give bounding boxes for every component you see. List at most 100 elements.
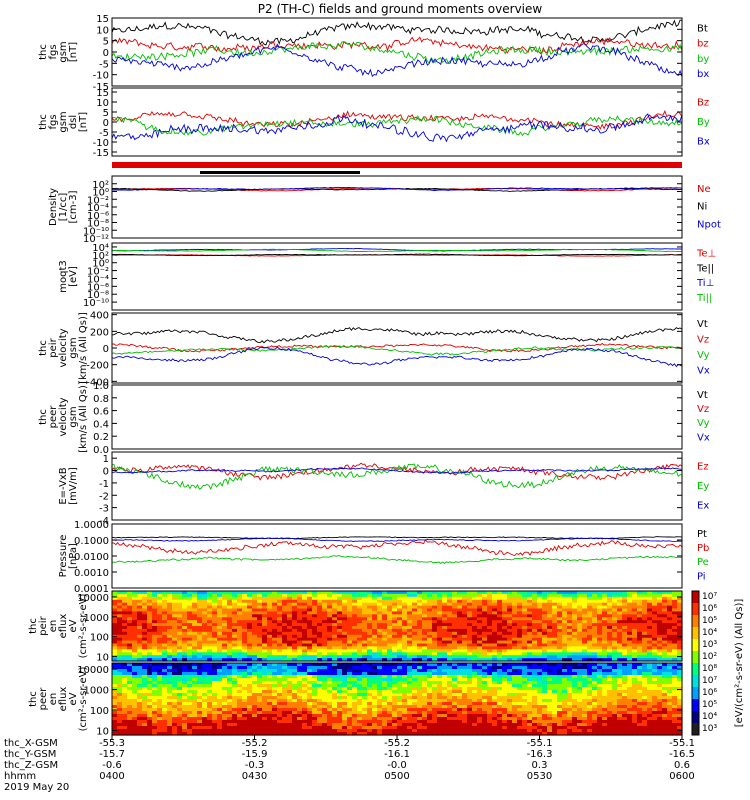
- heatmap-cell: [302, 614, 308, 618]
- heatmap-cell: [302, 705, 308, 709]
- heatmap-cell: [237, 687, 243, 691]
- heatmap-cell: [417, 729, 423, 733]
- heatmap-cell: [212, 690, 218, 694]
- heatmap-cell: [202, 602, 208, 607]
- heatmap-cell: [382, 602, 388, 607]
- heatmap-cell: [327, 640, 333, 645]
- heatmap-cell: [317, 732, 323, 736]
- heatmap-cell: [217, 646, 223, 650]
- heatmap-cell: [637, 617, 643, 621]
- heatmap-cell: [592, 605, 598, 610]
- heatmap-cell: [637, 620, 643, 624]
- y-tick-label: 0.6: [93, 407, 109, 418]
- heatmap-cell: [452, 699, 458, 703]
- heatmap-cell: [267, 602, 273, 607]
- heatmap-cell: [272, 634, 278, 639]
- heatmap-cell: [622, 617, 628, 621]
- heatmap-cell: [447, 666, 453, 670]
- heatmap-cell: [432, 726, 438, 730]
- heatmap-cell: [227, 720, 233, 724]
- heatmap-cell: [347, 711, 353, 715]
- heatmap-cell: [287, 628, 293, 633]
- heatmap-cell: [302, 720, 308, 724]
- heatmap-cell: [417, 663, 423, 667]
- heatmap-cell: [317, 681, 323, 685]
- heatmap-cell: [567, 623, 573, 627]
- heatmap-cell: [172, 631, 178, 636]
- heatmap-cell: [192, 708, 198, 712]
- heatmap-cell: [252, 663, 258, 667]
- heatmap-cell: [442, 655, 448, 659]
- heatmap-cell: [477, 720, 483, 724]
- heatmap-cell: [272, 672, 278, 676]
- heatmap-cell: [327, 599, 333, 604]
- heatmap-cell: [537, 634, 543, 639]
- heatmap-cell: [367, 652, 373, 656]
- heatmap-cell: [322, 702, 328, 706]
- heatmap-cell: [467, 634, 473, 639]
- heatmap-cell: [442, 602, 448, 607]
- heatmap-cell: [112, 687, 118, 691]
- heatmap-cell: [447, 614, 453, 618]
- heatmap-cell: [517, 726, 523, 730]
- heatmap-cell: [537, 623, 543, 627]
- heatmap-cell: [372, 732, 378, 736]
- heatmap-cell: [317, 675, 323, 679]
- heatmap-cell: [167, 702, 173, 706]
- heatmap-cell: [367, 675, 373, 679]
- heatmap-cell: [567, 658, 573, 662]
- heatmap-cell: [232, 690, 238, 694]
- heatmap-cell: [172, 643, 178, 647]
- heatmap-cell: [207, 623, 213, 627]
- heatmap-cell: [297, 717, 303, 721]
- heatmap-cell: [632, 643, 638, 647]
- heatmap-cell: [397, 628, 403, 633]
- heatmap-cell: [257, 602, 263, 607]
- heatmap-cell: [647, 637, 653, 642]
- heatmap-cell: [132, 729, 138, 733]
- heatmap-cell: [507, 658, 513, 662]
- heatmap-cell: [222, 628, 228, 633]
- heatmap-cell: [197, 626, 203, 630]
- heatmap-cell: [227, 626, 233, 630]
- heatmap-cell: [672, 649, 678, 653]
- heatmap-cell: [642, 602, 648, 607]
- heatmap-cell: [442, 714, 448, 718]
- y-tick-label: 10⁻⁸: [87, 290, 109, 301]
- heatmap-cell: [457, 611, 463, 615]
- heatmap-cell: [492, 596, 498, 601]
- heatmap-cell: [517, 649, 523, 653]
- heatmap-cell: [262, 652, 268, 656]
- heatmap-cell: [122, 658, 128, 662]
- heatmap-cell: [197, 732, 203, 736]
- heatmap-cell: [172, 599, 178, 604]
- heatmap-cell: [472, 693, 478, 697]
- heatmap-cell: [357, 699, 363, 703]
- heatmap-cell: [442, 702, 448, 706]
- heatmap-cell: [302, 637, 308, 642]
- heatmap-cell: [267, 723, 273, 727]
- heatmap-cell: [457, 717, 463, 721]
- heatmap-cell: [177, 649, 183, 653]
- heatmap-cell: [332, 596, 338, 601]
- heatmap-cell: [132, 628, 138, 633]
- heatmap-cell: [182, 626, 188, 630]
- heatmap-cell: [407, 640, 413, 645]
- heatmap-cell: [272, 623, 278, 627]
- heatmap-cell: [427, 702, 433, 706]
- heatmap-cell: [452, 637, 458, 642]
- heatmap-cell: [202, 591, 208, 595]
- heatmap-cell: [462, 591, 468, 595]
- heatmap-cell: [322, 593, 328, 598]
- heatmap-cell: [457, 655, 463, 659]
- heatmap-cell: [262, 646, 268, 650]
- heatmap-cell: [672, 637, 678, 642]
- heatmap-cell: [302, 643, 308, 647]
- heatmap-cell: [317, 726, 323, 730]
- heatmap-cell: [222, 614, 228, 618]
- heatmap-cell: [617, 646, 623, 650]
- heatmap-cell: [462, 649, 468, 653]
- heatmap-cell: [582, 617, 588, 621]
- heatmap-cell: [327, 699, 333, 703]
- heatmap-cell: [572, 649, 578, 653]
